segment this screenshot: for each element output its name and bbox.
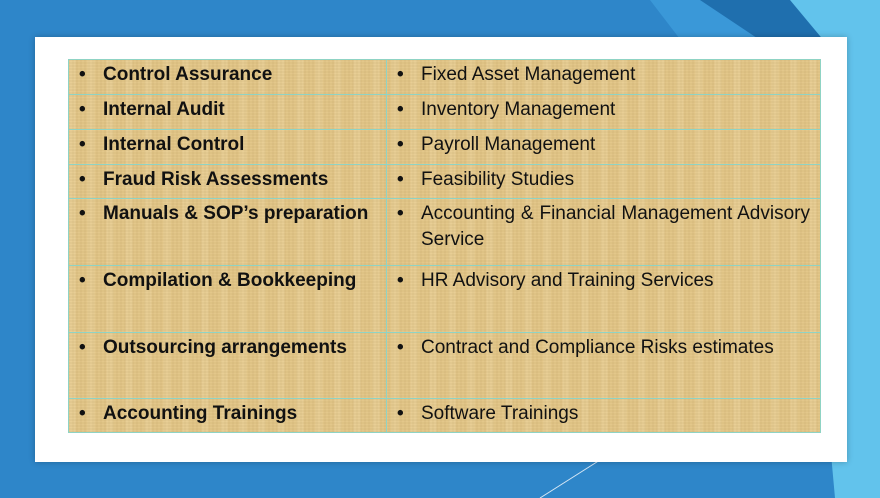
service-label: Internal Audit [103, 99, 225, 120]
table-cell-right: • Inventory Management [386, 94, 821, 130]
bullet-icon: • [79, 403, 86, 424]
bullet-icon: • [397, 270, 404, 291]
service-label: Internal Control [103, 134, 245, 155]
table-row: • Control Assurance • Fixed Asset Manageme… [68, 59, 821, 95]
table-row: • Internal Audit • Inventory Management [68, 94, 821, 130]
table-row: • Accounting Trainings • Software Training… [68, 398, 821, 433]
bullet-icon: • [79, 64, 86, 85]
table-cell-right: • Accounting & Financial Management Advis… [386, 198, 821, 266]
table-cell-right: • Contract and Compliance Risks estimates [386, 332, 821, 399]
bullet-icon: • [79, 134, 86, 155]
bullet-icon: • [79, 99, 86, 120]
bullet-icon: • [397, 64, 404, 85]
service-label: Outsourcing arrangements [103, 337, 347, 358]
table-cell-left: • Fraud Risk Assessments [68, 164, 387, 199]
bullet-icon: • [397, 169, 404, 190]
table-cell-right: • Software Trainings [386, 398, 821, 433]
table-row: • Manuals & SOP’s preparation • Accounting… [68, 198, 821, 266]
table-cell-right: • Feasibility Studies [386, 164, 821, 199]
slide-content-card: • Control Assurance • Fixed Asset Manageme… [35, 37, 847, 462]
bullet-icon: • [397, 337, 404, 358]
services-table: • Control Assurance • Fixed Asset Manageme… [68, 59, 821, 433]
table-row: • Outsourcing arrangements • Contract and … [68, 332, 821, 399]
table-cell-left: • Internal Control [68, 129, 387, 165]
service-label: Payroll Management [421, 134, 596, 155]
table-cell-left: • Compilation & Bookkeeping [68, 265, 387, 333]
service-label: Accounting Trainings [103, 403, 298, 424]
table-row: • Internal Control • Payroll Management [68, 129, 821, 165]
table-cell-right: • Payroll Management [386, 129, 821, 165]
service-label: Fixed Asset Management [421, 64, 636, 85]
bullet-icon: • [79, 169, 86, 190]
service-label: Control Assurance [103, 64, 273, 85]
service-label: Contract and Compliance Risks estimates [421, 337, 774, 358]
bullet-icon: • [397, 134, 404, 155]
bullet-icon: • [397, 99, 404, 120]
service-label: Accounting & Financial Management Adviso… [421, 203, 810, 250]
service-label: HR Advisory and Training Services [421, 270, 714, 291]
table-cell-left: • Outsourcing arrangements [68, 332, 387, 399]
bullet-icon: • [79, 203, 86, 224]
service-label: Manuals & SOP’s preparation [103, 203, 369, 224]
bullet-icon: • [397, 403, 404, 424]
table-cell-left: • Internal Audit [68, 94, 387, 130]
service-label: Compilation & Bookkeeping [103, 270, 357, 291]
table-cell-right: • HR Advisory and Training Services [386, 265, 821, 333]
table-row: • Compilation & Bookkeeping • HR Advisory … [68, 265, 821, 333]
table-cell-left: • Manuals & SOP’s preparation [68, 198, 387, 266]
table-cell-left: • Accounting Trainings [68, 398, 387, 433]
table-cell-right: • Fixed Asset Management [386, 59, 821, 95]
table-row: • Fraud Risk Assessments • Feasibility Stu… [68, 164, 821, 199]
service-label: Fraud Risk Assessments [103, 169, 329, 190]
bullet-icon: • [79, 337, 86, 358]
bullet-icon: • [79, 270, 86, 291]
service-label: Feasibility Studies [421, 169, 575, 190]
service-label: Inventory Management [421, 99, 616, 120]
table-cell-left: • Control Assurance [68, 59, 387, 95]
bullet-icon: • [397, 203, 404, 224]
service-label: Software Trainings [421, 403, 579, 424]
